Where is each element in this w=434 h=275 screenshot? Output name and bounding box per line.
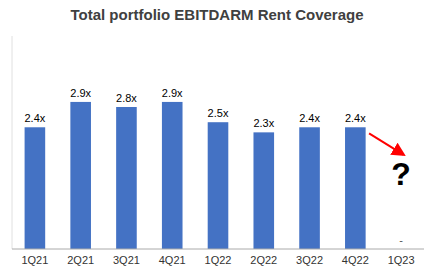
bar	[25, 127, 46, 249]
chart: Total portfolio EBITDARM Rent Coverage 2.…	[0, 0, 434, 275]
bar	[116, 107, 137, 249]
x-tick-label: 3Q21	[113, 254, 140, 266]
bar	[70, 102, 91, 249]
data-label: 2.9x	[162, 87, 183, 99]
y-axis-line	[12, 36, 13, 249]
data-label: 2.8x	[116, 92, 137, 104]
x-tick-label: 1Q22	[205, 254, 232, 266]
bars	[25, 102, 366, 249]
data-label: 2.4x	[299, 112, 320, 124]
x-tick-label: 2Q21	[67, 254, 94, 266]
x-tick-label: 3Q22	[296, 254, 323, 266]
data-label: 2.9x	[70, 87, 91, 99]
data-label: 2.3x	[253, 117, 274, 129]
annotation: ?	[391, 156, 411, 192]
data-label: 2.5x	[208, 107, 229, 119]
bar	[162, 102, 183, 249]
bar	[208, 122, 229, 249]
x-tick-label: 1Q21	[21, 254, 48, 266]
x-tick-label: 1Q23	[388, 254, 415, 266]
data-label: 2.4x	[345, 112, 366, 124]
bar	[299, 127, 320, 249]
x-axis-line	[12, 249, 424, 250]
annotation-arrow	[369, 133, 403, 154]
data-label: 2.4x	[24, 112, 45, 124]
data-label: -	[399, 234, 403, 246]
bar	[253, 132, 274, 249]
x-tick-label: 4Q22	[342, 254, 369, 266]
title: Total portfolio EBITDARM Rent Coverage	[70, 6, 363, 23]
bar	[345, 127, 366, 249]
x-tick-label: 2Q22	[250, 254, 277, 266]
x-tick-label: 4Q21	[159, 254, 186, 266]
